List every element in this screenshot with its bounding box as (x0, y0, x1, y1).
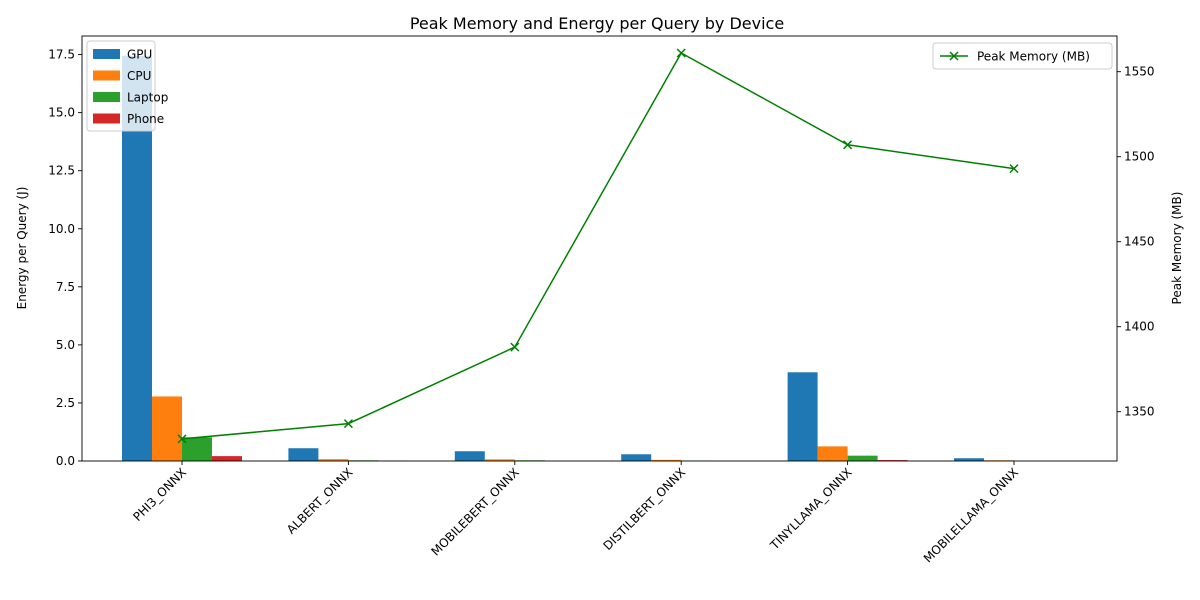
bar-gpu-4 (621, 454, 652, 461)
y2-tick-label-1: 1350 (1124, 405, 1155, 419)
x-tick-label-5: TINYLLAMA_ONNX (767, 465, 855, 553)
bar-cpu-4 (651, 459, 682, 461)
bar-phone-1 (212, 456, 242, 461)
bar-gpu-3 (454, 451, 485, 461)
peak-memory-point-6 (1009, 164, 1019, 174)
y-tick-label-1: 0.0 (56, 454, 75, 468)
x-tick-label-6: MOBILELLAMA_ONNX (921, 465, 1021, 565)
y-tick-label-4: 7.5 (56, 280, 75, 294)
bar-cpu-2 (318, 459, 349, 461)
bar-cpu-1 (152, 396, 182, 461)
y-axis-label: Energy per Query (J) (15, 187, 29, 310)
legend-label-gpu: GPU (127, 48, 152, 62)
bar-gpu-6 (954, 458, 984, 461)
peak-memory-line (181, 51, 1015, 440)
y2-tick-label-4: 1500 (1124, 150, 1155, 164)
peak-memory-point-2 (343, 419, 353, 429)
peak-memory-point-3 (510, 342, 520, 352)
x-tick-label-3: MOBILEBERT_ONNX (429, 465, 522, 558)
bar-gpu-5 (787, 372, 818, 461)
chart-title: Peak Memory and Energy per Query by Devi… (410, 14, 784, 33)
y-tick-label-7: 15.0 (48, 106, 75, 120)
y-tick-label-8: 17.5 (48, 48, 75, 62)
y2-axis-label: Peak Memory (MB) (1170, 192, 1184, 305)
peak-memory-point-4 (676, 48, 686, 58)
peak-memory-point-1 (177, 434, 187, 444)
legend-swatch-laptop (93, 92, 120, 102)
bar-legend-box (86, 40, 156, 132)
legend-x-marker (949, 51, 959, 61)
y2-tick-label-3: 1450 (1124, 235, 1155, 249)
legend-swatch-phone (93, 113, 120, 124)
bar-cpu-5 (817, 446, 848, 461)
x-tick-label-1: PHI3_ONNX (130, 465, 189, 524)
x-tick-label-4: DISTILBERT_ONNX (601, 465, 689, 553)
line-layer (177, 48, 1019, 444)
bar-laptop-5 (847, 455, 878, 461)
y-tick-label-2: 2.5 (56, 396, 75, 410)
legend-label-phone: Phone (127, 112, 164, 126)
bar-legend: GPU CPU Laptop Phone (86, 40, 168, 132)
bar-phone-5 (877, 460, 908, 461)
legend-swatch-cpu (93, 70, 120, 81)
y2-tick-label-5: 1550 (1124, 65, 1155, 79)
legend-swatch-gpu (93, 49, 120, 59)
bar-gpu-2 (288, 448, 319, 461)
y-tick-label-6: 12.5 (48, 164, 75, 178)
line-legend: Peak Memory (MB) (932, 42, 1113, 70)
line-legend-box (932, 42, 1113, 70)
legend-label-cpu: CPU (127, 69, 151, 83)
plot-frame (81, 35, 1118, 462)
bar-cpu-3 (484, 459, 515, 461)
peak-memory-point-5 (843, 140, 853, 150)
y2-tick-label-2: 1400 (1124, 320, 1155, 334)
bar-layer (122, 55, 1014, 462)
axes-layer: 0.0 2.5 5.0 7.5 10.0 12.5 15.0 17.5 1350 1400 1450… (48, 35, 1155, 566)
y-tick-label-5: 10.0 (48, 222, 75, 236)
x-tick-label-2: ALBERT_ONNX (284, 465, 356, 537)
legend-label-peak-memory: Peak Memory (MB) (977, 50, 1090, 64)
y-tick-label-3: 5.0 (56, 338, 75, 352)
bar-laptop-1 (182, 437, 212, 461)
legend-label-laptop: Laptop (127, 91, 168, 105)
